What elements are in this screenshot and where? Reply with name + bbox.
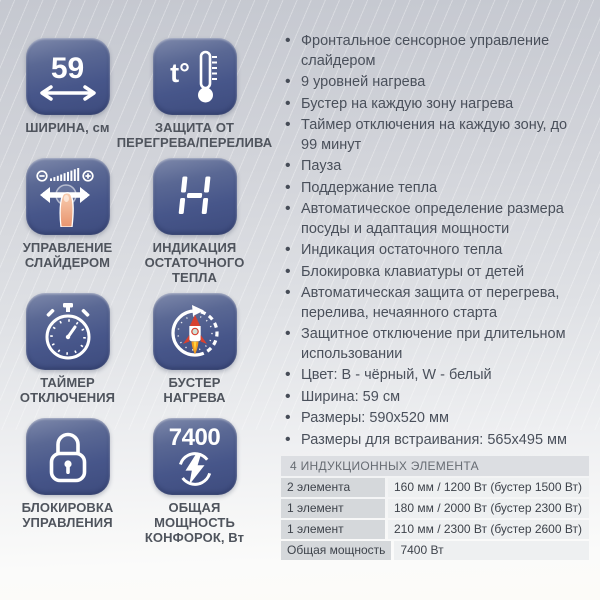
feature-item: Индикация остаточного тепла [283,240,587,261]
induction-elements-table: 4 ИНДУКЦИОННЫХ ЭЛЕМЕНТА 2 элемента 160 м… [281,456,589,562]
lock-icon [25,418,110,495]
rocket-gauge-glyph [170,304,219,357]
thermometer-icon: t° [152,38,237,115]
stopwatch-glyph [45,302,90,359]
feature-tile-booster: БУСТЕР НАГРЕВА [131,293,258,418]
stopwatch-icon [25,293,110,370]
power-value: 7400 [168,424,221,451]
feature-item: Таймер отключения на каждую зону, до 99 … [283,115,587,155]
feature-item: Пауза [283,156,587,177]
feature-list: Фронтальное сенсорное управление слайдер… [283,31,587,452]
tile-caption: БЛОКИРОВКА УПРАВЛЕНИЯ [21,500,114,530]
tile-caption: БУСТЕР НАГРЕВА [163,375,226,405]
residual-heat-h-icon: H [152,158,237,235]
feature-item: Размеры: 590x520 мм [283,408,587,429]
tile-caption: ШИРИНА, см [25,120,110,135]
lightning-circle-glyph [177,452,212,486]
feature-tile-slider-control: УПРАВЛЕНИЕ СЛАЙДЕРОМ [4,158,131,293]
feature-tile-total-power: 7400 ОБЩАЯ МОЩНОСТЬ КОНФОРОК, Вт [131,418,258,568]
padlock-glyph [49,432,86,482]
tile-caption: ЗАЩИТА ОТ ПЕРЕГРЕВА/ПЕРЕЛИВА [116,120,273,150]
width-icon: 59 [25,38,110,115]
feature-tile-timer: ТАЙМЕР ОТКЛЮЧЕНИЯ [4,293,131,418]
table-row: 2 элемента 160 мм / 1200 Вт (бустер 1500… [281,478,589,497]
temperature-symbol: t° [170,58,190,88]
feature-item: Блокировка клавиатуры от детей [283,262,587,283]
tile-caption: ТАЙМЕР ОТКЛЮЧЕНИЯ [19,375,116,405]
table-row: 1 элемент 180 мм / 2000 Вт (бустер 2300 … [281,499,589,518]
feature-item: Автоматическое определение размера посуд… [283,199,587,239]
row-value: 180 мм / 2000 Вт (бустер 2300 Вт) [388,499,589,518]
row-label: 2 элемента [281,478,385,497]
feature-item: Поддержание тепла [283,178,587,199]
feature-tile-control-lock: БЛОКИРОВКА УПРАВЛЕНИЯ [4,418,131,568]
feature-tile-width: 59 ШИРИНА, см [4,38,131,158]
slider-finger-glyph [35,167,94,227]
tile-caption: УПРАВЛЕНИЕ СЛАЙДЕРОМ [22,240,113,270]
row-label: 1 элемент [281,499,385,518]
table-header: 4 ИНДУКЦИОННЫХ ЭЛЕМЕНТА [281,456,589,476]
row-value: 210 мм / 2300 Вт (бустер 2600 Вт) [388,520,589,539]
icon-grid: 59 ШИРИНА, см t° ЗАЩИТА ОТ ПЕРЕГРЕВА/ПЕР… [4,38,272,568]
booster-rocket-icon [152,293,237,370]
feature-item: Ширина: 59 см [283,387,587,408]
row-label: 1 элемент [281,520,385,539]
tile-caption: ОБЩАЯ МОЩНОСТЬ КОНФОРОК, Вт [144,500,245,545]
row-value: 160 мм / 1200 Вт (бустер 1500 Вт) [388,478,589,497]
total-power-icon: 7400 [152,418,237,495]
row-value: 7400 Вт [394,541,589,560]
row-label: Общая мощность [281,541,392,560]
seven-segment-h-glyph [178,176,210,214]
double-arrow-icon [39,85,96,101]
slider-control-icon [25,158,110,235]
feature-tile-overheat-protection: t° ЗАЩИТА ОТ ПЕРЕГРЕВА/ПЕРЕЛИВА [117,38,272,158]
feature-item: Размеры для встраивания: 565x495 мм [283,430,587,451]
feature-item: Автоматическая защита от перегрева, пере… [283,283,587,323]
table-row: 1 элемент 210 мм / 2300 Вт (бустер 2600 … [281,520,589,539]
feature-item: 9 уровней нагрева [283,72,587,93]
width-value: 59 [50,52,85,85]
table-row: Общая мощность 7400 Вт [281,541,589,560]
thermometer-glyph [197,50,217,102]
feature-item: Защитное отключение при длительном испол… [283,324,587,364]
feature-item: Цвет: B - чёрный, W - белый [283,365,587,386]
feature-item: Фронтальное сенсорное управление слайдер… [283,31,587,71]
feature-item: Бустер на каждую зону нагрева [283,94,587,115]
feature-tile-residual-heat: H ИНДИКАЦИЯ ОСТАТОЧНОГО ТЕПЛА [131,158,258,293]
tile-caption: ИНДИКАЦИЯ ОСТАТОЧНОГО ТЕПЛА [144,240,245,285]
